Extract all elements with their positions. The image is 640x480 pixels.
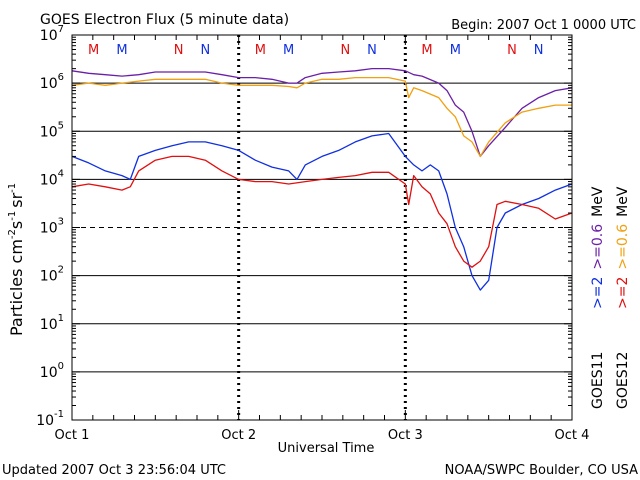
mn-marker: N <box>340 43 350 58</box>
y-tick-label: 103 <box>40 217 64 237</box>
begin-label: Begin: 2007 Oct 1 0000 UTC <box>451 18 636 33</box>
x-tick-label: Oct 2 <box>221 428 256 443</box>
y-axis-label-sup1: -2 <box>7 229 18 239</box>
y-tick-label-sup: 7 <box>58 24 64 35</box>
mn-marker: M <box>421 43 432 58</box>
y-tick-label-base: 10 <box>40 365 58 381</box>
legend-goes12-entry: >=2 <box>615 277 631 309</box>
mn-marker: N <box>367 43 377 58</box>
y-tick-label: 104 <box>40 168 64 188</box>
y-tick-label-sup: 2 <box>58 265 64 276</box>
mn-marker: N <box>534 43 544 58</box>
mn-marker: M <box>450 43 461 58</box>
grid-layer <box>72 34 572 420</box>
y-tick-label-base: 10 <box>40 269 58 285</box>
y-axis-label-mid: s <box>7 221 26 229</box>
y-tick-label-base: 10 <box>40 124 58 140</box>
y-axis-label-sup2: -1 <box>7 211 18 221</box>
legend-goes12-entry: >=0.6 <box>615 224 631 270</box>
x-axis-label: Universal Time <box>278 441 375 456</box>
y-tick-label: 102 <box>40 265 64 285</box>
legend-layer: >=2 >=0.6 MeV >=2 >=0.6 MeV GOES11 GOES12 <box>590 186 631 409</box>
y-axis-label-sup3: -1 <box>7 183 18 193</box>
y-tick-label-sup: 6 <box>58 72 64 83</box>
mn-marker: M <box>116 43 127 58</box>
y-tick-label: 105 <box>40 120 64 140</box>
mn-marker: N <box>507 43 517 58</box>
mn-marker: N <box>200 43 210 58</box>
chart-title: GOES Electron Flux (5 minute data) <box>40 12 289 28</box>
y-tick-label-sup: 0 <box>58 361 64 372</box>
series-line-purple <box>71 67 573 158</box>
legend-goes12-entry: MeV <box>615 186 631 217</box>
y-tick-label: 10-1 <box>36 409 64 429</box>
y-axis-label-end: sr <box>7 192 26 207</box>
series-layer <box>71 67 573 291</box>
x-tick-label: Oct 3 <box>388 428 423 443</box>
y-tick-label-sup: 5 <box>58 120 64 131</box>
y-tick-label-base: 10 <box>40 317 58 333</box>
y-tick-label: 106 <box>40 72 64 92</box>
y-tick-label-base: 10 <box>40 28 58 44</box>
y-tick-label: 107 <box>40 24 64 44</box>
y-tick-label-base: 10 <box>40 221 58 237</box>
legend-goes11: >=2 >=0.6 MeV <box>590 186 606 309</box>
y-tick-label-sup: 4 <box>58 168 64 179</box>
y-tick-label-sup: 3 <box>58 217 64 228</box>
mn-marker: M <box>283 43 294 58</box>
legend-goes11-entry: >=0.6 <box>590 224 606 270</box>
y-tick-label: 100 <box>40 361 64 381</box>
legend-goes12: >=2 >=0.6 MeV <box>615 186 631 309</box>
y-axis-label-main: Particles cm <box>7 239 26 336</box>
mn-marker: M <box>255 43 266 58</box>
y-tick-label-base: 10 <box>40 172 58 188</box>
y-tick-label-base: 10 <box>40 76 58 92</box>
y-axis-label: Particles cm-2s-1sr-1 <box>7 183 26 336</box>
legend-goes11-entry: >=2 <box>590 277 606 309</box>
series-line-orange <box>71 76 572 158</box>
mn-marker: N <box>174 43 184 58</box>
x-tick-label: Oct 4 <box>555 428 590 443</box>
series-line-blue <box>71 132 573 291</box>
x-tick-label: Oct 1 <box>55 428 90 443</box>
y-tick-label-sup: 1 <box>58 313 64 324</box>
credit-label: NOAA/SWPC Boulder, CO USA <box>445 463 638 478</box>
legend-goes12-label: GOES12 <box>615 352 631 409</box>
legend-goes11-label: GOES11 <box>590 352 606 409</box>
y-tick-label: 101 <box>40 313 64 333</box>
legend-goes11-entry: MeV <box>590 186 606 217</box>
series-line-red <box>71 155 573 268</box>
mn-marker: M <box>88 43 99 58</box>
updated-label: Updated 2007 Oct 3 23:56:04 UTC <box>2 463 226 478</box>
y-tick-label-sup: -1 <box>54 409 64 420</box>
y-tick-label-base: 10 <box>36 413 54 429</box>
